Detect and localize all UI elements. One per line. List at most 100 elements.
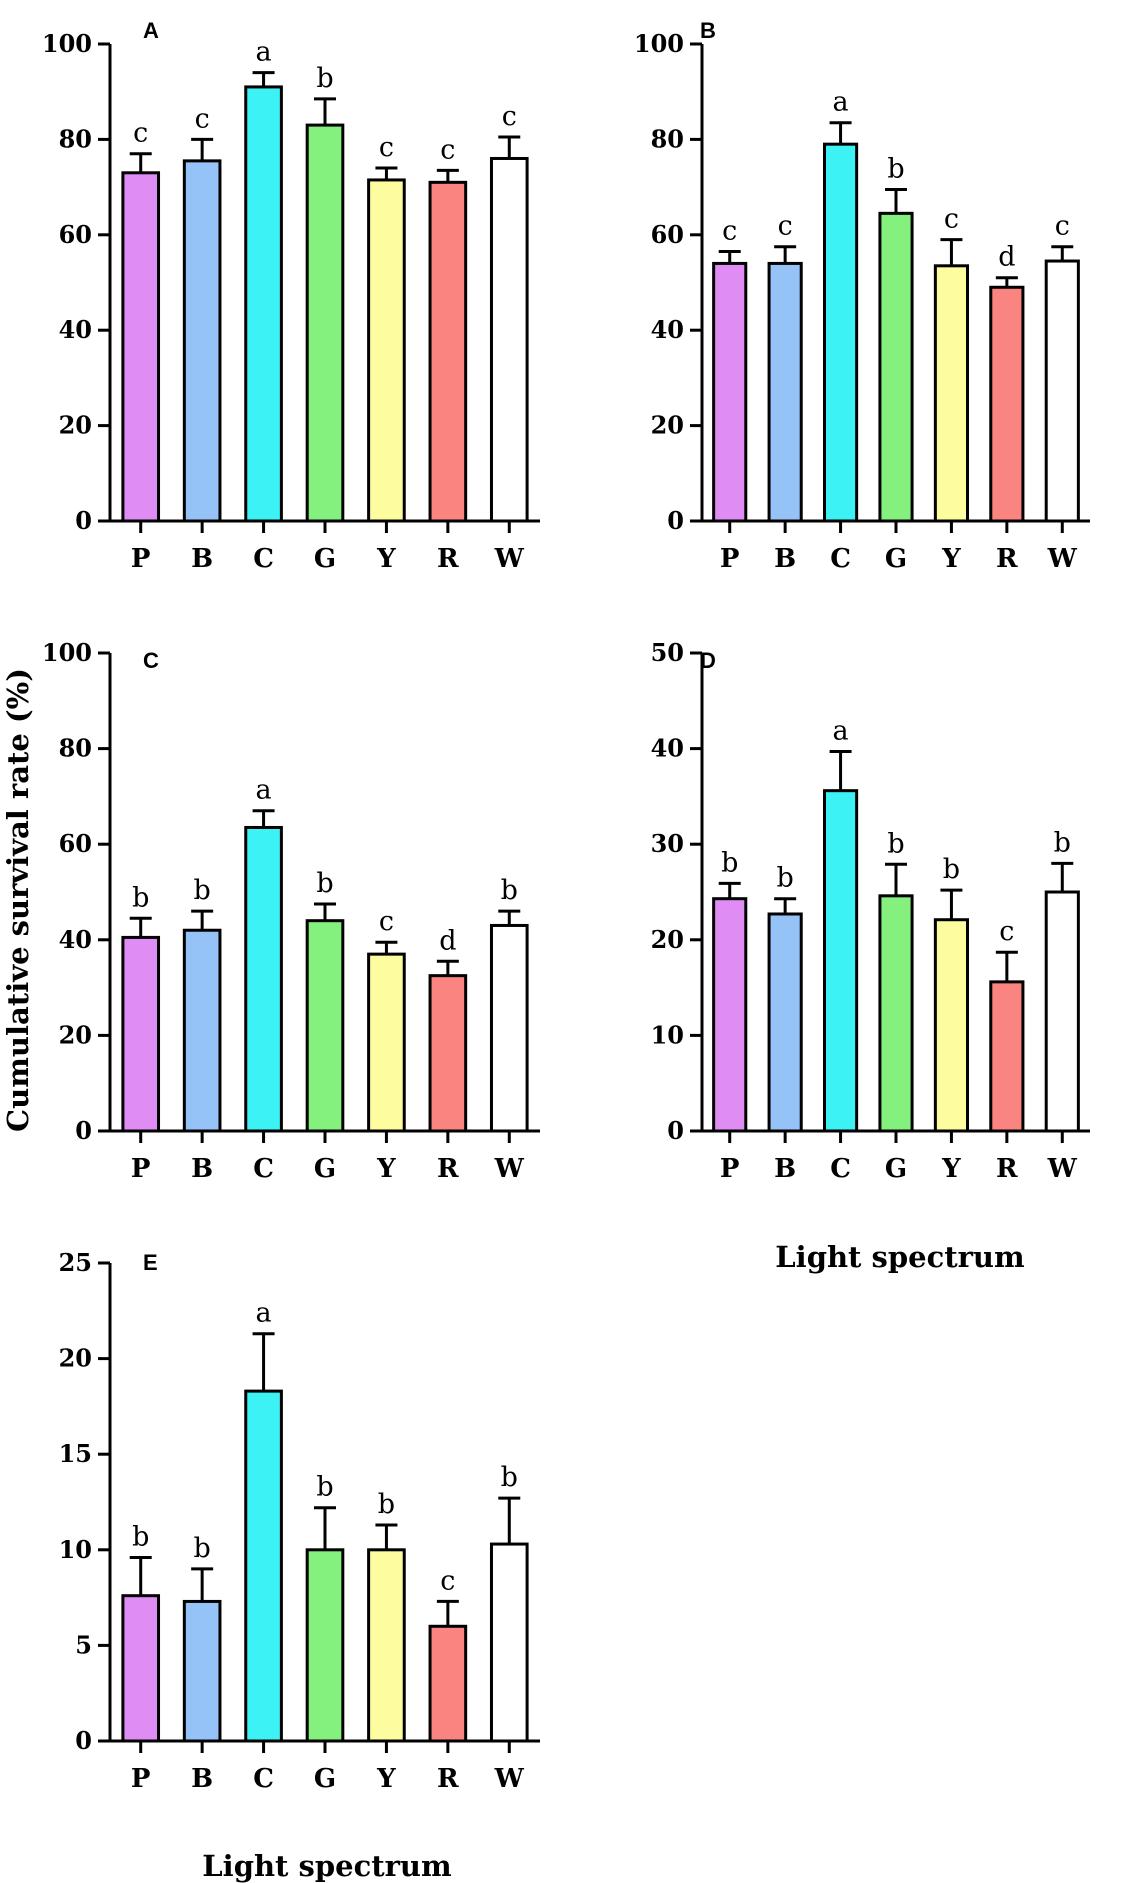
- y-tick-label-c-5: 100: [42, 638, 92, 667]
- bar-c-c: [244, 825, 283, 1133]
- x-tick-label-e-r: R: [437, 1764, 459, 1794]
- x-tick-label-a-c: C: [253, 544, 274, 574]
- x-tick-label-a-g: G: [314, 544, 336, 574]
- x-tick-label-e-b: B: [191, 1764, 213, 1794]
- x-tick-label-c-p: P: [131, 1154, 151, 1184]
- bar-a-c: [244, 85, 283, 523]
- sig-letter-a-w: c: [502, 101, 517, 132]
- x-tick-label-e-c: C: [253, 1764, 274, 1794]
- bar-d-c: [822, 789, 859, 1133]
- bar-a-y: [367, 178, 406, 523]
- bar-b-p: [712, 261, 748, 523]
- bar-c-g: [305, 919, 345, 1133]
- x-tick-label-c-r: R: [437, 1154, 459, 1184]
- y-tick-label-b-2: 40: [651, 315, 684, 344]
- sig-letter-c-w: b: [501, 875, 518, 906]
- x-tick-label-e-y: Y: [376, 1764, 396, 1794]
- panel-a: A 0 20 40 60 80 100 c Pc Ba Cb Gc Yc Rc W: [42, 18, 540, 574]
- sig-letter-a-r: c: [440, 134, 455, 165]
- sig-letter-d-y: b: [943, 854, 960, 885]
- x-axis-title-panel-e: Light spectrum: [202, 1849, 452, 1883]
- sig-letter-e-g: b: [316, 1472, 333, 1503]
- x-tick-label-b-w: W: [1047, 544, 1078, 574]
- sig-letter-c-y: c: [379, 906, 394, 937]
- bar-b-r: [989, 285, 1025, 523]
- bar-c-p: [121, 935, 161, 1133]
- y-tick-label-d-4: 40: [651, 734, 684, 763]
- y-tick-label-a-2: 40: [59, 315, 92, 344]
- sig-letter-c-g: b: [316, 868, 333, 899]
- panel-e: E 0 5 10 15 20 25 b Pb Ba Cb Gb Yc Rb W: [59, 1248, 540, 1794]
- sig-letter-b-y: c: [944, 204, 959, 235]
- panel-label-e: E: [143, 1250, 158, 1275]
- sig-letter-b-p: c: [722, 215, 737, 246]
- x-axis-title-panel-d: Light spectrum: [775, 1240, 1025, 1274]
- y-tick-label-e-1: 5: [75, 1630, 92, 1659]
- sig-letter-d-p: b: [721, 847, 738, 878]
- bar-c-r: [428, 974, 468, 1133]
- sig-letter-d-c: a: [833, 715, 849, 746]
- y-tick-label-c-1: 20: [59, 1020, 92, 1049]
- panel-label-d: D: [700, 648, 716, 673]
- bar-c-w: [489, 923, 529, 1133]
- y-tick-label-e-4: 20: [59, 1344, 92, 1373]
- bar-e-w: [489, 1542, 529, 1743]
- sig-letter-b-r: d: [998, 242, 1015, 273]
- x-tick-label-a-w: W: [494, 544, 525, 574]
- y-tick-label-d-3: 30: [651, 829, 684, 858]
- x-tick-label-e-p: P: [131, 1764, 151, 1794]
- sig-letter-b-g: b: [887, 153, 904, 184]
- x-tick-label-d-b: B: [774, 1154, 796, 1184]
- y-tick-label-e-0: 0: [75, 1726, 92, 1755]
- y-tick-label-c-4: 80: [59, 734, 92, 763]
- bar-b-g: [878, 211, 914, 523]
- x-tick-label-a-p: P: [131, 544, 151, 574]
- x-tick-label-e-g: G: [314, 1764, 336, 1794]
- y-tick-label-b-0: 0: [667, 506, 684, 535]
- x-tick-label-b-c: C: [830, 544, 851, 574]
- x-tick-label-c-w: W: [494, 1154, 525, 1184]
- panel-label-c: C: [143, 648, 159, 673]
- sig-letter-b-b: c: [778, 211, 793, 242]
- sig-letter-e-y: b: [378, 1489, 395, 1520]
- sig-letter-e-b: b: [193, 1533, 210, 1564]
- y-tick-label-b-5: 100: [634, 29, 684, 58]
- panel-c: C 0 20 40 60 80 100 b Pb Ba Cb Gc Yd Rb W: [42, 638, 540, 1184]
- bar-d-w: [1044, 890, 1080, 1133]
- sig-letter-d-r: c: [999, 916, 1014, 947]
- y-tick-label-d-5: 50: [651, 638, 684, 667]
- y-tick-label-d-1: 10: [651, 1020, 684, 1049]
- x-tick-label-b-b: B: [774, 544, 796, 574]
- y-tick-label-a-0: 0: [75, 506, 92, 535]
- x-tick-label-c-c: C: [253, 1154, 274, 1184]
- sig-letter-d-g: b: [887, 828, 904, 859]
- sig-letter-b-w: c: [1055, 211, 1070, 242]
- bar-d-y: [933, 918, 970, 1133]
- y-tick-label-a-4: 80: [59, 124, 92, 153]
- x-tick-label-d-c: C: [830, 1154, 851, 1184]
- y-tick-label-e-3: 15: [59, 1439, 92, 1468]
- x-tick-label-b-y: Y: [941, 544, 961, 574]
- panel-d: D 0 10 20 30 40 50 b Pb Ba Cb Gb Yc Rb W: [651, 638, 1090, 1184]
- y-tick-label-b-4: 80: [651, 124, 684, 153]
- sig-letter-c-r: d: [439, 925, 456, 956]
- sig-letter-e-p: b: [132, 1521, 149, 1552]
- bar-d-p: [712, 897, 748, 1133]
- panel-label-b: B: [700, 18, 716, 43]
- x-tick-label-a-b: B: [191, 544, 213, 574]
- bar-e-c: [244, 1389, 283, 1743]
- y-tick-label-a-3: 60: [59, 220, 92, 249]
- x-tick-label-d-r: R: [996, 1154, 1018, 1184]
- y-tick-label-d-0: 0: [667, 1116, 684, 1145]
- sig-letter-a-p: c: [133, 118, 148, 149]
- sig-letter-e-w: b: [501, 1462, 518, 1493]
- x-tick-label-c-b: B: [191, 1154, 213, 1184]
- y-tick-label-e-2: 10: [59, 1535, 92, 1564]
- bar-b-y: [933, 264, 970, 523]
- bar-b-b: [767, 261, 803, 523]
- y-tick-label-a-5: 100: [42, 29, 92, 58]
- sig-letter-c-b: b: [193, 875, 210, 906]
- y-axis-title: Cumulative survival rate (%): [1, 668, 35, 1132]
- sig-letter-a-y: c: [379, 132, 394, 163]
